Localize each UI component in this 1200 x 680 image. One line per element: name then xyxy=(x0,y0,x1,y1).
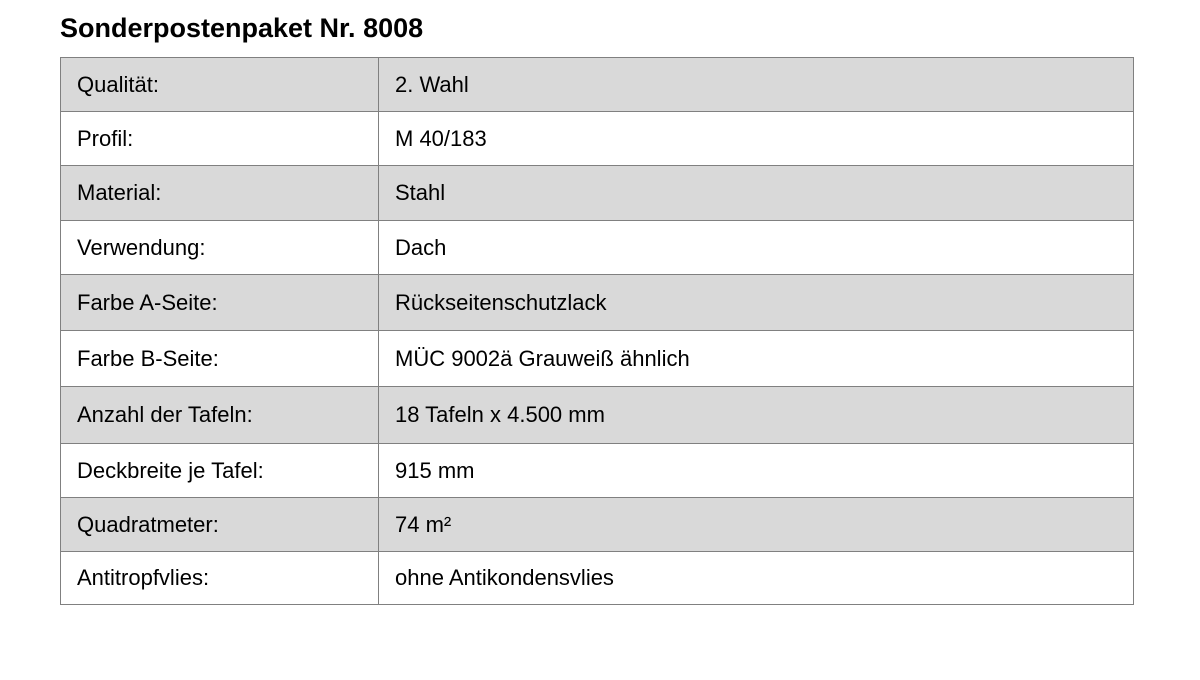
row-label: Antitropfvlies: xyxy=(60,551,379,605)
row-value: 915 mm xyxy=(378,443,1134,498)
row-label: Material: xyxy=(60,165,379,221)
row-value: 18 Tafeln x 4.500 mm xyxy=(378,386,1134,444)
table-row: Material: Stahl xyxy=(60,165,1134,221)
row-label: Qualität: xyxy=(60,57,379,112)
row-value: Rückseitenschutzlack xyxy=(378,274,1134,331)
table-row: Profil: M 40/183 xyxy=(60,111,1134,166)
row-value: 2. Wahl xyxy=(378,57,1134,112)
row-label: Profil: xyxy=(60,111,379,166)
table-row: Anzahl der Tafeln: 18 Tafeln x 4.500 mm xyxy=(60,386,1134,444)
page-title: Sonderpostenpaket Nr. 8008 xyxy=(60,13,424,43)
table-row: Qualität: 2. Wahl xyxy=(60,57,1134,112)
row-value: M 40/183 xyxy=(378,111,1134,166)
row-label: Farbe A-Seite: xyxy=(60,274,379,331)
row-value: 74 m² xyxy=(378,497,1134,552)
row-label: Farbe B-Seite: xyxy=(60,330,379,387)
row-label: Deckbreite je Tafel: xyxy=(60,443,379,498)
row-value: Stahl xyxy=(378,165,1134,221)
row-label: Verwendung: xyxy=(60,220,379,275)
row-label: Anzahl der Tafeln: xyxy=(60,386,379,444)
row-value: ohne Antikondensvlies xyxy=(378,551,1134,605)
spec-table: Qualität: 2. Wahl Profil: M 40/183 Materia… xyxy=(60,57,1134,605)
row-value: MÜC 9002ä Grauweiß ähnlich xyxy=(378,330,1134,387)
table-row: Farbe A-Seite: Rückseitenschutzlack xyxy=(60,274,1134,331)
table-row: Antitropfvlies: ohne Antikondensvlies xyxy=(60,551,1134,605)
table-row: Quadratmeter: 74 m² xyxy=(60,497,1134,552)
table-row: Deckbreite je Tafel: 915 mm xyxy=(60,443,1134,498)
row-value: Dach xyxy=(378,220,1134,275)
table-row: Farbe B-Seite: MÜC 9002ä Grauweiß ähnlich xyxy=(60,330,1134,387)
table-row: Verwendung: Dach xyxy=(60,220,1134,275)
row-label: Quadratmeter: xyxy=(60,497,379,552)
